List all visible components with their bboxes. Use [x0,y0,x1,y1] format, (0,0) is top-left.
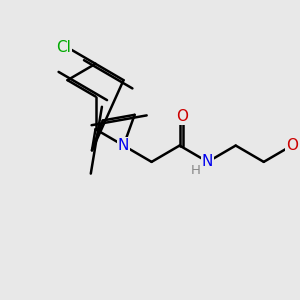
Text: O: O [177,109,189,124]
Text: N: N [118,138,129,153]
Text: O: O [286,138,298,153]
Text: Cl: Cl [56,40,71,55]
Text: H: H [190,164,200,177]
Text: N: N [202,154,213,169]
